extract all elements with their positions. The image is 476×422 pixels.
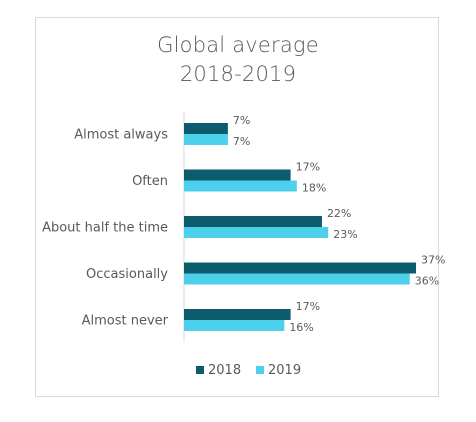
data-label-2018: 17% — [296, 300, 320, 313]
bar-2018 — [184, 309, 291, 320]
data-label-2018: 17% — [296, 161, 320, 174]
bar-2019 — [184, 273, 410, 285]
data-label-2018: 37% — [421, 254, 445, 267]
category-label: Almost never — [82, 314, 169, 329]
chart-title-line-2: 2018-2019 — [179, 62, 297, 86]
bar-2019 — [184, 180, 297, 192]
bar-2019 — [184, 134, 228, 145]
data-label-2019: 16% — [289, 321, 313, 334]
bar-2019 — [184, 227, 329, 238]
bar-2018 — [184, 169, 291, 181]
data-label-2019: 7% — [233, 135, 250, 148]
category-label: Occasionally — [86, 267, 168, 282]
chart-frame — [35, 17, 439, 397]
data-label-2019: 36% — [415, 275, 439, 288]
data-label-2018: 22% — [327, 207, 351, 220]
chart-title-line-1: Global average — [157, 33, 319, 57]
chart-title: Global average 2018-2019 — [0, 31, 476, 89]
data-label-2019: 18% — [302, 182, 326, 195]
legend-label-2019: 2019 — [268, 363, 301, 378]
category-label: Often — [132, 174, 168, 189]
legend-swatch-2019 — [256, 366, 264, 374]
data-label-2019: 23% — [333, 228, 357, 241]
bar-2018 — [184, 123, 228, 134]
bar-2018 — [184, 262, 416, 274]
data-label-2018: 7% — [233, 114, 250, 127]
legend-swatch-2018 — [196, 366, 204, 374]
legend-label-2018: 2018 — [208, 363, 241, 378]
bar-2018 — [184, 216, 322, 227]
category-label: Almost always — [74, 128, 168, 143]
category-label: About half the time — [42, 221, 168, 236]
bar-2019 — [184, 320, 285, 331]
